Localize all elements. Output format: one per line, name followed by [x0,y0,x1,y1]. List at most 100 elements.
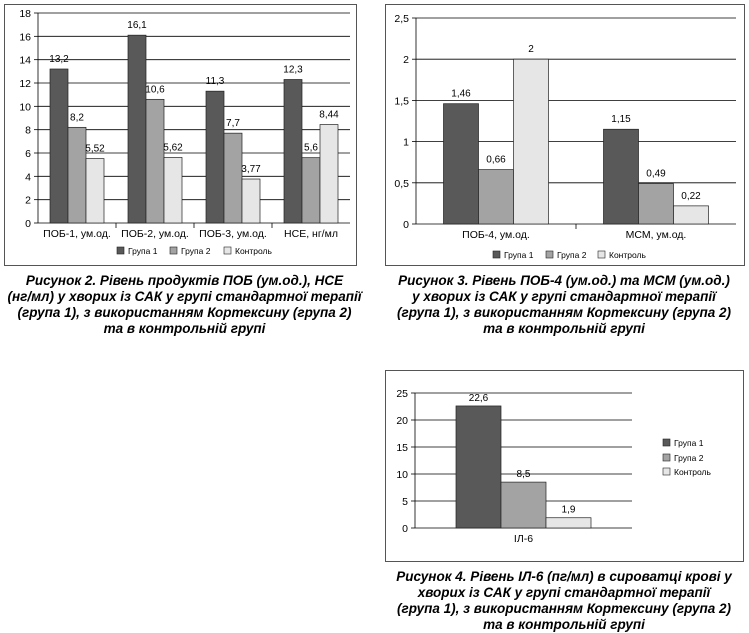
legend-swatch [492,250,501,259]
data-label: 5,6 [304,143,318,154]
figure-3-frame: 0 0,5 1 1,5 2 2,5 1,46 0,66 2 ПОБ-4, ум.од. 1,15 0,… [385,4,745,266]
bar [163,157,183,224]
data-label: 1,15 [611,114,631,125]
y-tick-label: 1 [403,137,409,149]
category-label: ІЛ-6 [514,533,533,545]
category-label: ПОБ-4, ум.од. [462,229,530,241]
caption-line: (група 1), з використанням Кортексину (г… [397,601,731,616]
y-tick-label: 0 [25,218,31,230]
legend-label: Контроль [609,250,646,260]
y-tick-label: 1,5 [394,95,409,107]
bar [283,79,303,224]
legend-swatch [662,438,671,447]
y-tick-label: 0 [402,523,408,535]
legend-swatch [116,246,125,255]
caption-line: (нг/мл) у хворих із САК у групі стандарт… [7,289,362,304]
y-tick-label: 10 [19,101,31,113]
bar [638,183,674,225]
legend-label: Група 1 [128,246,158,256]
data-label: 22,6 [469,393,489,404]
category-label: ПОБ-2, ум.од. [121,228,189,240]
bar [85,158,105,224]
legend-swatch [597,250,606,259]
y-tick-label: 10 [396,469,408,481]
bar [127,34,147,224]
bar [603,128,639,225]
y-tick-label: 18 [19,8,31,20]
figure-4-frame: 0 5 10 15 20 25 22,6 8,5 1,9 ІЛ-6 Група 1 Група 2 Ко… [385,370,744,562]
caption-line: Рисунок 2. Рівень продуктів ПОБ (ум.од.)… [25,273,344,288]
category-label: ПОБ-3, ум.од. [199,228,267,240]
data-label: 1,9 [562,505,576,516]
bar [205,90,225,224]
legend-swatch [545,250,554,259]
data-label: 11,3 [206,76,225,87]
legend-label: Група 2 [181,246,211,256]
caption-line: хворих із САК у групі стандартної терапі… [417,585,711,600]
y-tick-label: 5 [402,496,408,508]
data-label: 12,3 [283,65,303,76]
caption-line: та в контрольній групі [483,321,645,336]
legend-label: Група 1 [674,438,704,448]
y-tick-label: 4 [25,171,31,183]
bar [67,126,87,224]
data-label: 5,52 [85,144,105,155]
figure-2-frame: 0 2 4 6 8 10 12 14 16 18 13,2 8,2 5,52 ПОБ-1, ум.од. 1… [4,4,357,266]
bar [145,98,165,224]
category-label: ПОБ-1, ум.од. [43,228,111,240]
caption-line: та в контрольній групі [103,321,266,336]
y-tick-label: 2,5 [394,13,409,25]
data-label: 5,62 [163,142,183,153]
data-label: 2 [528,44,534,55]
category-label: МСМ, ум.од. [626,229,687,241]
bar [500,481,547,529]
y-tick-label: 6 [25,148,31,160]
bar [455,405,502,529]
figure-3-caption: Рисунок 3. Рівень ПОБ-4 (ум.од.) та МСМ … [380,273,748,337]
data-label: 16,1 [127,20,147,31]
data-label: 8,2 [70,112,84,123]
y-tick-label: 2 [403,54,409,66]
y-tick-label: 16 [19,31,31,43]
y-tick-label: 0,5 [394,178,409,190]
y-tick-label: 20 [396,415,408,427]
caption-line: (група 1), з використанням Кортексину (г… [397,305,731,320]
bar [478,169,514,225]
legend-swatch [169,246,178,255]
figure-3-chart: 0 0,5 1 1,5 2 2,5 1,46 0,66 2 ПОБ-4, ум.од. 1,15 0,… [394,13,736,260]
legend-label: Група 1 [504,250,534,260]
data-label: 0,49 [646,169,666,180]
data-label: 0,66 [486,155,506,166]
data-label: 10,6 [145,84,165,95]
data-label: 8,5 [517,469,531,480]
bar [49,68,69,224]
figure-2-caption: Рисунок 2. Рівень продуктів ПОБ (ум.од.)… [4,273,365,337]
bar [673,205,709,225]
caption-line: Рисунок 3. Рівень ПОБ-4 (ум.од.) та МСМ … [398,273,730,288]
y-tick-label: 8 [25,125,31,137]
bar [241,178,261,224]
bar [301,157,321,224]
y-tick-label: 14 [19,55,31,67]
bar [319,124,339,224]
legend-label: Контроль [235,246,272,256]
y-tick-label: 0 [403,219,409,231]
legend-swatch [223,246,232,255]
figure-4-chart: 0 5 10 15 20 25 22,6 8,5 1,9 ІЛ-6 Група 1 Група 2 Ко… [396,388,711,545]
bar [223,132,243,224]
legend-label: Контроль [674,467,711,477]
figure-4-caption: Рисунок 4. Рівень ІЛ-6 (пг/мл) в сироват… [380,569,748,633]
legend-swatch [662,467,671,476]
y-tick-label: 15 [396,442,408,454]
caption-line: (група 1), з використанням Кортексину (г… [17,305,352,320]
data-label: 0,22 [681,191,701,202]
caption-line: Рисунок 4. Рівень ІЛ-6 (пг/мл) в сироват… [396,569,732,584]
legend-label: Група 2 [674,453,704,463]
bar [545,517,592,529]
caption-line: у хворих із САК у групі стандартної тера… [412,289,716,304]
bar [513,58,549,225]
legend-label: Група 2 [557,250,587,260]
data-label: 8,44 [319,110,339,121]
y-tick-label: 25 [396,388,408,400]
data-label: 13,2 [49,54,69,65]
